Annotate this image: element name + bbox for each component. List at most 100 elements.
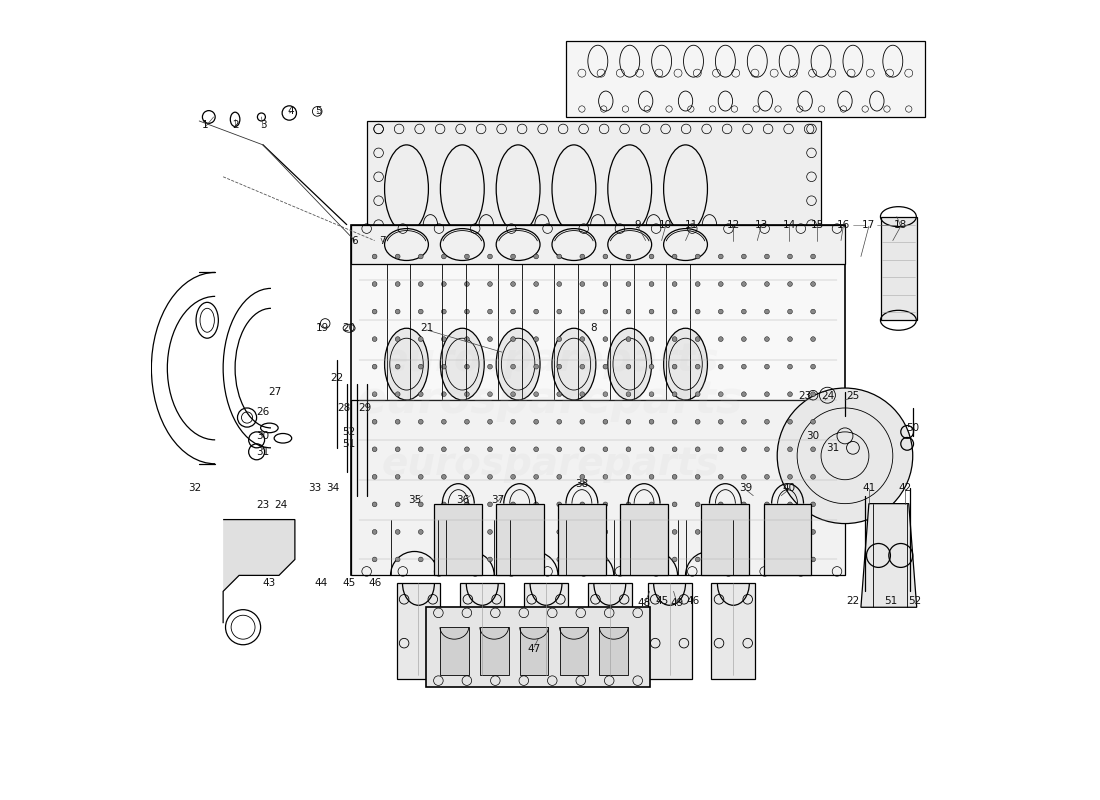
Circle shape [788,474,792,479]
Text: 3: 3 [260,120,266,130]
Circle shape [741,364,746,369]
Circle shape [626,254,631,259]
Circle shape [695,502,700,506]
Circle shape [487,502,493,506]
Circle shape [418,419,424,424]
Ellipse shape [552,328,596,400]
Circle shape [534,419,539,424]
Circle shape [741,282,746,286]
Text: 37: 37 [492,494,505,505]
Text: 51: 51 [884,596,898,606]
Circle shape [557,337,562,342]
Circle shape [441,447,447,452]
Circle shape [580,337,585,342]
Circle shape [510,557,516,562]
Circle shape [372,557,377,562]
Circle shape [626,309,631,314]
Text: 17: 17 [862,220,876,230]
Text: 52: 52 [909,596,922,606]
Circle shape [487,337,493,342]
Circle shape [580,392,585,397]
Circle shape [580,419,585,424]
Text: 46: 46 [686,596,700,606]
Circle shape [764,309,769,314]
Circle shape [672,337,676,342]
Circle shape [487,419,493,424]
Circle shape [695,530,700,534]
Bar [560,627,588,675]
Circle shape [510,502,516,506]
Ellipse shape [496,328,540,400]
Circle shape [672,254,676,259]
Circle shape [580,282,585,286]
Polygon shape [702,504,749,575]
Circle shape [718,337,723,342]
Circle shape [580,254,585,259]
Circle shape [764,364,769,369]
Text: 31: 31 [826,443,839,453]
Text: 7: 7 [379,235,386,246]
Circle shape [626,474,631,479]
Circle shape [649,337,653,342]
Circle shape [764,474,769,479]
Circle shape [534,282,539,286]
Circle shape [395,309,400,314]
Circle shape [811,254,815,259]
Circle shape [718,557,723,562]
Text: 31: 31 [256,447,270,457]
Circle shape [441,337,447,342]
Circle shape [395,557,400,562]
Text: 30: 30 [256,431,270,441]
Circle shape [778,388,913,523]
Circle shape [580,474,585,479]
Circle shape [741,447,746,452]
Circle shape [557,447,562,452]
Circle shape [626,282,631,286]
Circle shape [557,557,562,562]
Circle shape [741,254,746,259]
Circle shape [626,502,631,506]
Circle shape [487,530,493,534]
Circle shape [672,530,676,534]
Circle shape [672,474,676,479]
Circle shape [534,337,539,342]
Circle shape [672,447,676,452]
Circle shape [626,392,631,397]
Circle shape [695,309,700,314]
Ellipse shape [440,328,484,400]
Bar [440,627,469,675]
Circle shape [764,337,769,342]
Circle shape [649,474,653,479]
Polygon shape [565,42,925,117]
Circle shape [603,282,608,286]
Circle shape [603,502,608,506]
Circle shape [649,364,653,369]
Circle shape [788,364,792,369]
Polygon shape [524,583,568,679]
Circle shape [441,557,447,562]
Circle shape [811,447,815,452]
Circle shape [487,282,493,286]
Circle shape [741,530,746,534]
Text: eurospareparts: eurospareparts [382,341,718,379]
Text: 45: 45 [342,578,355,588]
Circle shape [395,337,400,342]
Circle shape [811,282,815,286]
Circle shape [695,282,700,286]
Text: 13: 13 [755,220,768,230]
Circle shape [788,530,792,534]
Polygon shape [427,607,650,687]
Circle shape [464,392,470,397]
Text: 50: 50 [906,423,920,433]
Circle shape [718,392,723,397]
Circle shape [487,447,493,452]
Circle shape [464,254,470,259]
Circle shape [464,502,470,506]
Circle shape [603,364,608,369]
Circle shape [741,419,746,424]
Circle shape [510,447,516,452]
Circle shape [557,502,562,506]
Text: 22: 22 [330,374,344,383]
Circle shape [418,309,424,314]
Text: 16: 16 [837,220,850,230]
